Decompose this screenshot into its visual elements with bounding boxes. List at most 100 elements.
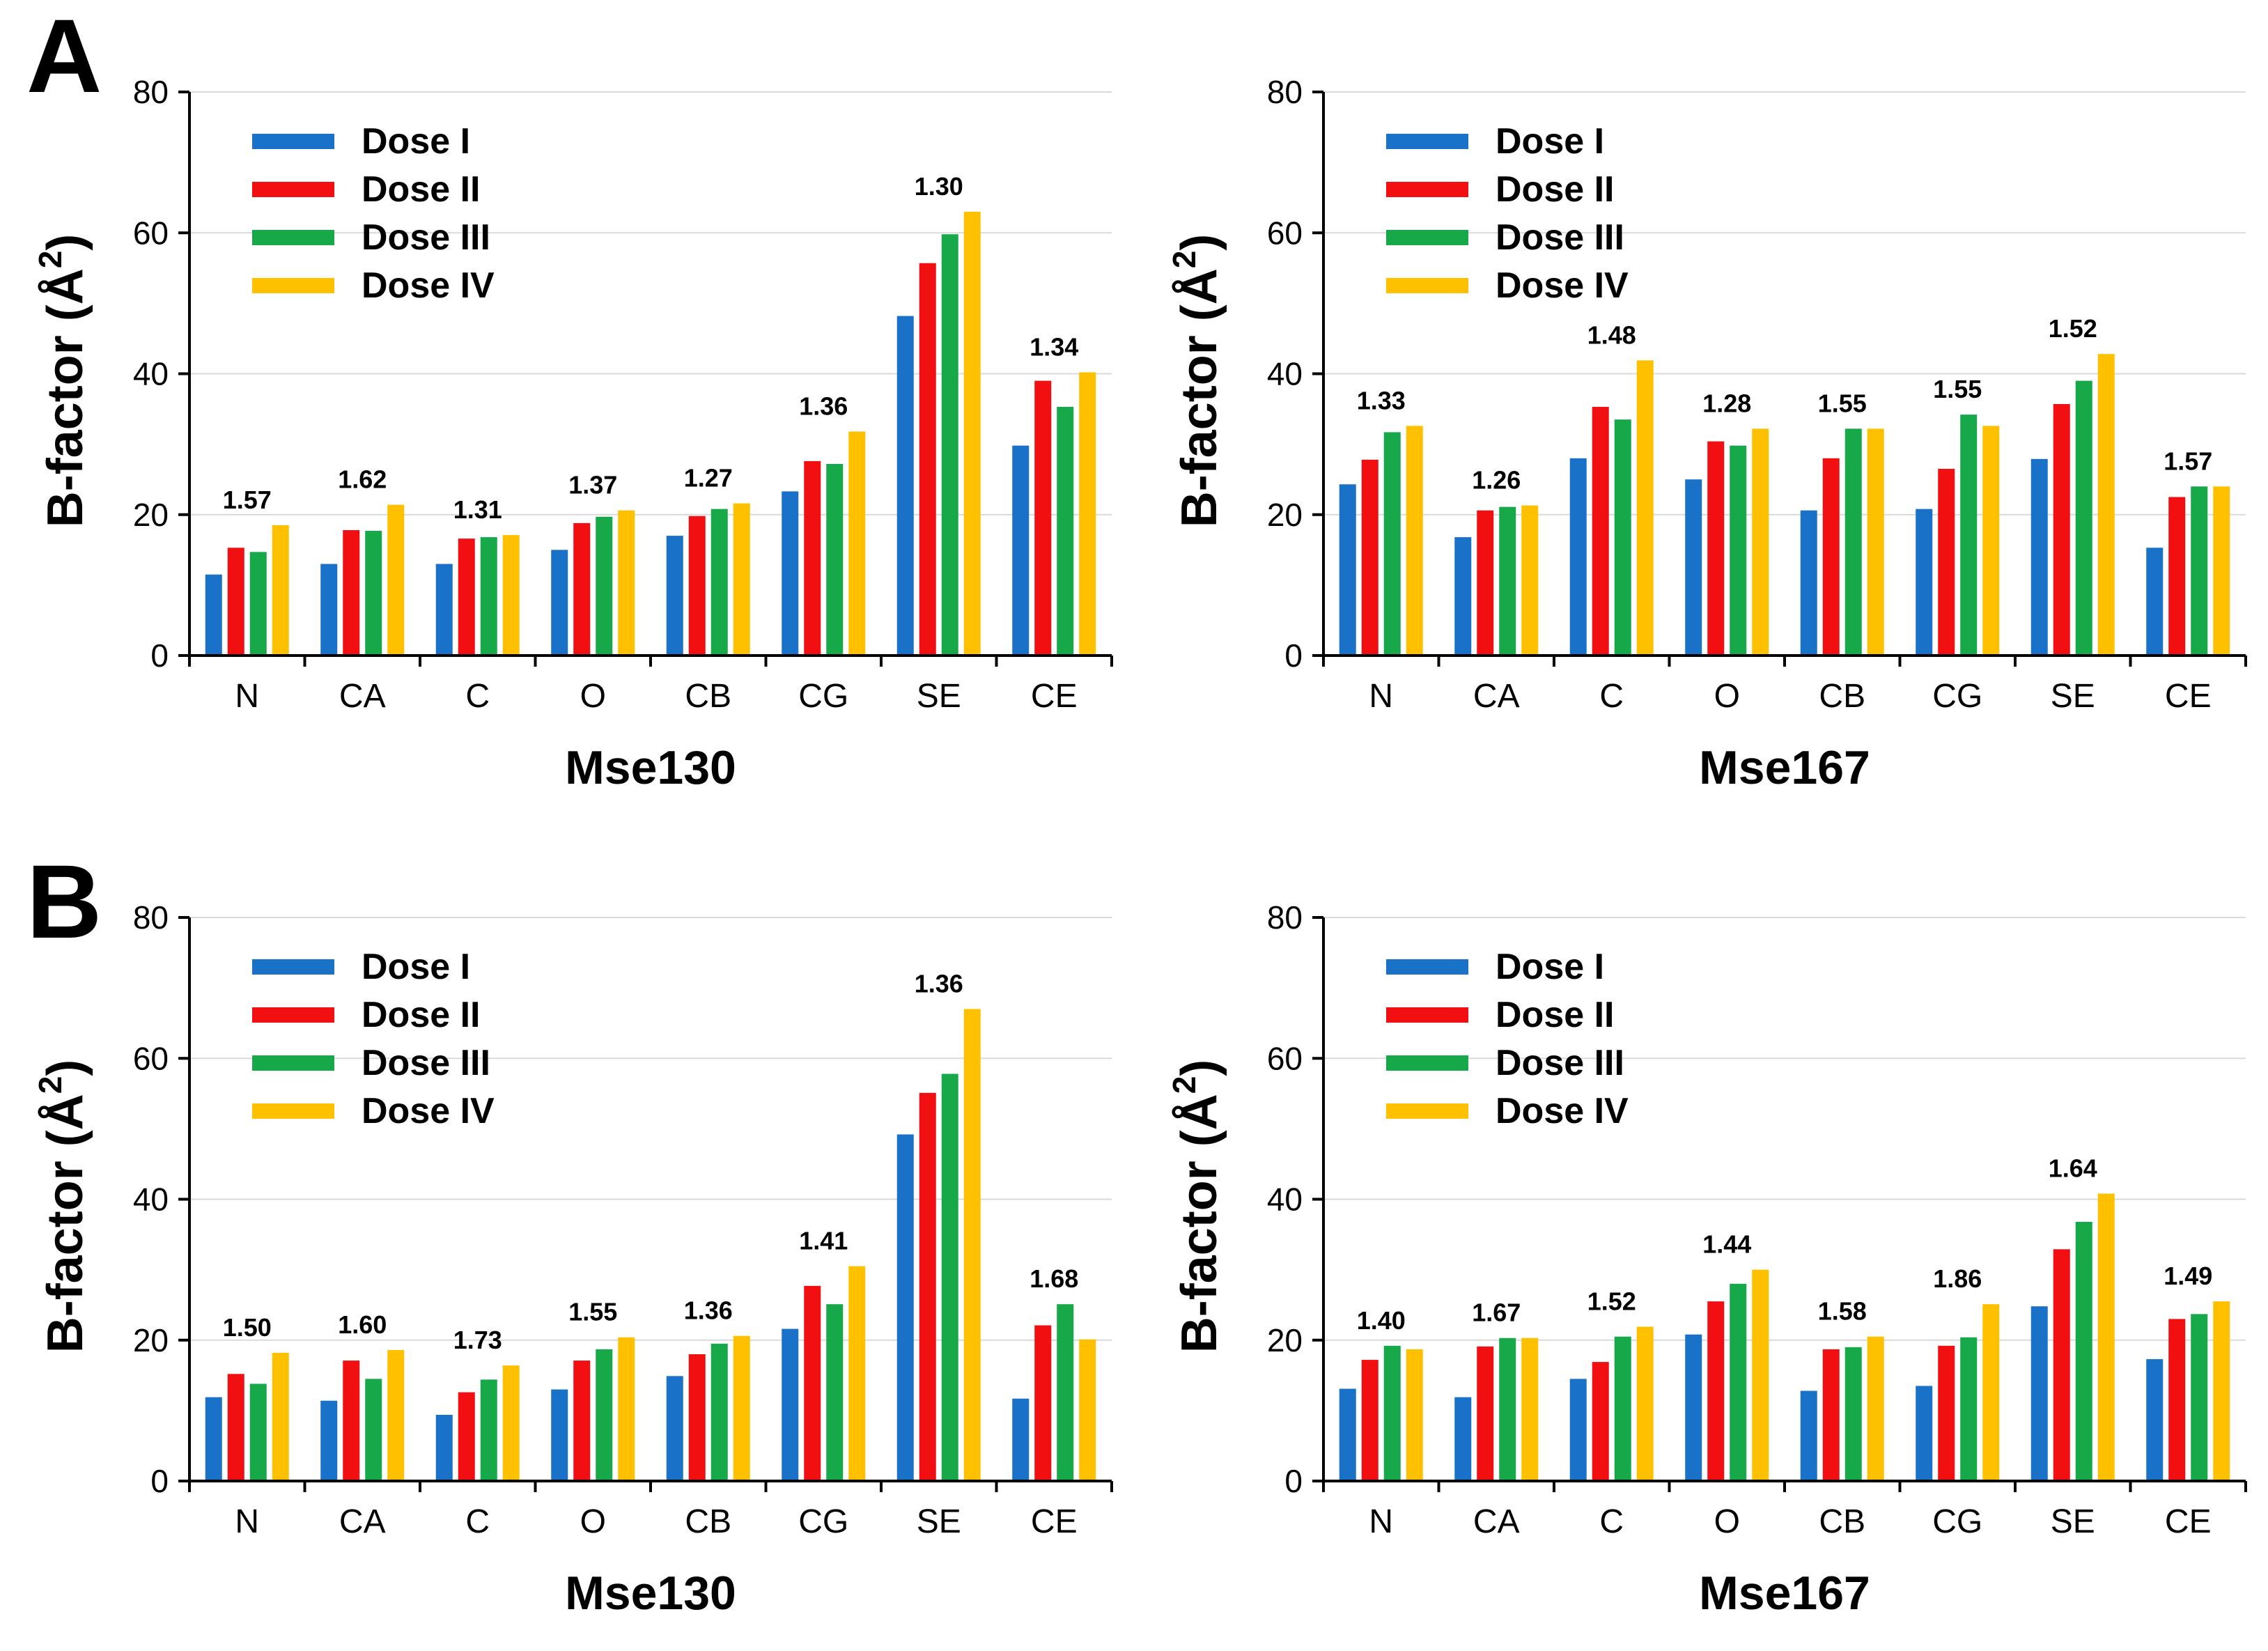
bar-dose-ii-c: [1592, 407, 1609, 656]
annotation-label: 1.36: [915, 969, 963, 998]
legend-label: Dose I: [362, 947, 470, 987]
panel-label-b: B: [26, 843, 102, 960]
bar-dose-iii-o: [1730, 1283, 1747, 1481]
legend-label: Dose III: [362, 1043, 490, 1083]
bar-dose-ii-ca: [343, 529, 360, 656]
bar-dose-ii-cg: [804, 1285, 821, 1481]
bar-dose-ii-ca: [1477, 510, 1494, 656]
bar-dose-iv-cg: [1982, 1304, 2000, 1481]
bar-dose-iii-cg: [826, 463, 844, 656]
x-tick-label: C: [465, 678, 490, 715]
y-axis-title-close: ): [1172, 234, 1227, 251]
bar-dose-iii-o: [596, 516, 613, 656]
annotation-label: 1.68: [1030, 1264, 1078, 1293]
bar-dose-iv-o: [1752, 1269, 1769, 1481]
x-tick-label: SE: [2051, 1503, 2095, 1540]
annotation-label: 1.44: [1702, 1230, 1751, 1259]
bar-dose-ii-o: [573, 1361, 591, 1481]
bar-dose-iv-o: [618, 1337, 635, 1481]
bar-dose-ii-se: [2053, 1249, 2070, 1481]
bar-dose-i-ca: [1454, 1397, 1472, 1481]
legend-swatch: [252, 230, 334, 245]
bar-dose-iii-n: [1383, 432, 1401, 656]
x-tick-label: O: [580, 678, 606, 715]
bar-dose-iii-se: [2075, 1221, 2092, 1481]
bar-dose-ii-ca: [343, 1361, 360, 1481]
legend-swatch: [252, 1007, 334, 1023]
bar-dose-iv-c: [1636, 1326, 1654, 1481]
bar-dose-iv-n: [1406, 1349, 1423, 1481]
x-tick-label: C: [1599, 1503, 1624, 1540]
bar-dose-ii-se: [2053, 403, 2070, 656]
y-axis-title-text: B-factor (Å: [1172, 1094, 1227, 1353]
bar-dose-i-o: [1685, 479, 1702, 656]
annotation-label: 1.55: [1818, 389, 1867, 417]
bar-dose-iii-cg: [1960, 1337, 1978, 1481]
bar-dose-iv-se: [2097, 354, 2115, 656]
annotation-label: 1.49: [2164, 1262, 2212, 1290]
legend-label: Dose I: [362, 121, 470, 162]
legend-label: Dose III: [1496, 217, 1624, 258]
bar-dose-iii-cg: [1960, 414, 1978, 656]
bar-dose-iv-ca: [387, 504, 405, 656]
bar-dose-ii-n: [227, 1374, 244, 1481]
legend-label: Dose III: [362, 217, 490, 258]
annotation-label: 1.60: [338, 1310, 387, 1339]
annotation-label: 1.52: [1587, 1287, 1636, 1316]
y-axis-title-superscript: 2: [1166, 251, 1202, 269]
y-axis-title-close: ): [1172, 1060, 1227, 1076]
bar-dose-i-ce: [1012, 1398, 1030, 1481]
x-tick-label: CB: [685, 678, 731, 715]
annotation-label: 1.36: [684, 1296, 733, 1325]
legend-label: Dose II: [362, 169, 481, 210]
bar-dose-iii-se: [941, 234, 958, 656]
x-tick-label: O: [580, 1503, 606, 1540]
y-tick-label: 80: [1267, 899, 1303, 936]
y-axis-title-text: B-factor (Å: [1172, 268, 1227, 527]
annotation-label: 1.55: [1933, 375, 1982, 403]
bar-dose-i-cg: [782, 1328, 799, 1481]
y-tick-label: 0: [150, 1463, 169, 1499]
bar-dose-iii-c: [1614, 1336, 1631, 1481]
bar-dose-ii-c: [1592, 1362, 1609, 1481]
bar-dose-i-ca: [320, 564, 338, 656]
legend-label: Dose I: [1496, 121, 1604, 162]
bar-dose-ii-o: [1707, 1301, 1725, 1481]
bar-dose-iii-cb: [1844, 428, 1862, 656]
bar-dose-iii-ca: [1499, 1338, 1516, 1481]
bar-dose-iv-cg: [848, 1266, 866, 1481]
bar-dose-ii-c: [458, 1392, 475, 1481]
bar-dose-i-cg: [1916, 509, 1933, 656]
x-tick-label: CG: [1932, 1503, 1982, 1540]
legend-swatch: [252, 1103, 334, 1119]
y-tick-label: 40: [1267, 356, 1303, 392]
x-tick-label: SE: [917, 678, 961, 715]
annotation-label: 1.26: [1472, 466, 1521, 495]
annotation-label: 1.57: [223, 486, 272, 514]
bar-dose-iii-ce: [1057, 407, 1074, 656]
y-axis-title-text: B-factor (Å: [38, 1094, 93, 1353]
x-tick-label: CG: [798, 1503, 848, 1540]
legend-label: Dose II: [1496, 169, 1615, 210]
y-tick-label: 80: [133, 899, 169, 936]
x-tick-label: CA: [1473, 1503, 1520, 1540]
bar-dose-iv-se: [963, 1009, 981, 1481]
y-tick-label: 20: [1267, 497, 1303, 533]
y-axis-title: B-factor (Å2): [32, 1060, 93, 1354]
x-axis-title: Mse130: [565, 741, 736, 794]
bar-dose-iv-n: [272, 525, 289, 656]
bar-dose-iv-ce: [1079, 372, 1096, 656]
bar-dose-iii-n: [249, 552, 267, 656]
bar-dose-ii-cb: [688, 516, 706, 656]
bar-dose-i-n: [1339, 484, 1356, 656]
y-axis-title-superscript: 2: [32, 1076, 68, 1094]
bar-dose-iv-ca: [1521, 505, 1539, 656]
x-tick-label: O: [1714, 678, 1740, 715]
x-tick-label: CB: [1819, 678, 1865, 715]
y-tick-label: 40: [133, 1181, 169, 1218]
bar-dose-iv-ce: [2213, 1301, 2230, 1481]
y-tick-label: 20: [133, 1322, 169, 1358]
annotation-label: 1.31: [453, 495, 502, 524]
legend-label: Dose IV: [1496, 265, 1629, 306]
legend-label: Dose III: [1496, 1043, 1624, 1083]
